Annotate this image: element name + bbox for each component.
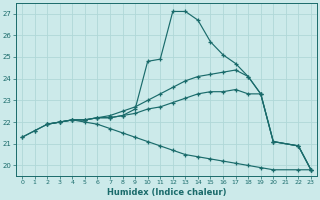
X-axis label: Humidex (Indice chaleur): Humidex (Indice chaleur) (107, 188, 226, 197)
